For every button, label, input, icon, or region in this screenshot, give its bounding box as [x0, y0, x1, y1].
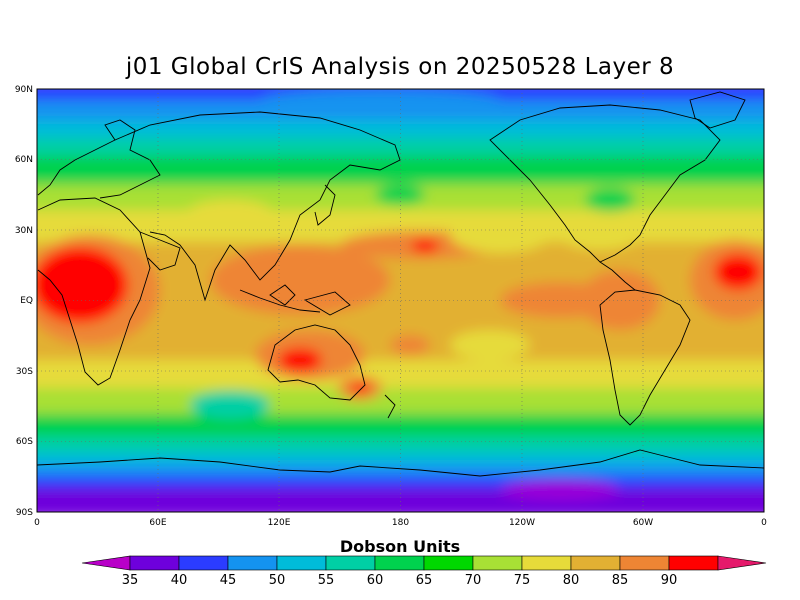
colorbar-tick-label: 50	[269, 573, 286, 588]
colorbar-swatch	[325, 555, 376, 571]
colorbar-swatch	[276, 555, 327, 571]
band-north-high	[37, 138, 764, 158]
band-antarctic-inner	[37, 476, 764, 490]
lon-label: 120E	[268, 518, 291, 528]
colorbar-tick-label: 65	[416, 573, 433, 588]
colorbar-tick-label: 35	[122, 573, 139, 588]
colorbar-swatch	[472, 555, 523, 571]
colorbar-swatch	[178, 555, 229, 571]
colorbar-swatch	[619, 555, 670, 571]
band-south-mid	[37, 388, 764, 416]
lon-label: 0	[761, 518, 767, 528]
chart-title: j01 Global CrIS Analysis on 20250528 Lay…	[125, 54, 675, 80]
colorbar-tick-label: 60	[367, 573, 384, 588]
colorbar-tick-label: 70	[465, 573, 482, 588]
colorbar-swatch	[423, 555, 474, 571]
colorbar-swatch	[668, 555, 719, 571]
colorbar-tick-label: 75	[514, 573, 531, 588]
colorbar-tick-label: 90	[661, 573, 678, 588]
band-south-high	[37, 414, 764, 438]
colorbar-swatch	[374, 555, 425, 571]
map-frame	[36, 88, 765, 513]
colorbar-tick-label: 80	[563, 573, 580, 588]
band-arctic	[37, 100, 764, 122]
lon-label: 120W	[509, 518, 535, 528]
band-south-sub	[37, 360, 764, 390]
band-polar-south	[37, 488, 764, 512]
colorbar-swatch	[570, 555, 621, 571]
colorbar-swatch	[521, 555, 572, 571]
lat-label: 90N	[15, 85, 33, 95]
band-antarctic-edge	[37, 452, 764, 466]
latitude-labels: 90N 60N 30N EQ 30S 60S 90S	[15, 85, 33, 518]
ozone-field	[37, 89, 764, 512]
colorbar-tick-label: 45	[220, 573, 237, 588]
graticule	[37, 89, 764, 512]
longitude-labels: 0 60E 120E 180 120W 60W 0	[34, 518, 767, 528]
band-southern-ocean	[37, 436, 764, 454]
lon-label: 60E	[149, 518, 166, 528]
lon-label: 60W	[633, 518, 653, 528]
colorbar-low-arrow	[81, 555, 131, 571]
lat-label: 60S	[16, 437, 33, 447]
colorbar: 35 40 45 50 55 60 65 70 75 80 85 90	[81, 555, 767, 588]
band-subarctic	[37, 120, 764, 140]
colorbar-swatch	[227, 555, 278, 571]
colorbar-unit-label: Dobson Units	[340, 537, 460, 556]
lon-label: 0	[34, 518, 40, 528]
coastlines	[37, 91, 764, 477]
colorbar-tick-label: 85	[612, 573, 629, 588]
colorbar-swatch	[129, 555, 180, 571]
lon-label: 180	[392, 518, 409, 528]
colorbar-tick-label: 40	[171, 573, 188, 588]
band-antarctic-coast	[37, 464, 764, 478]
colorbar-high-arrow	[717, 555, 767, 571]
lat-label: 30S	[16, 367, 33, 377]
lat-label: 30N	[15, 226, 33, 236]
colorbar-tick-label: 55	[318, 573, 335, 588]
lat-label: EQ	[20, 296, 33, 306]
lat-label: 60N	[15, 155, 33, 165]
lat-label: 90S	[16, 508, 33, 518]
